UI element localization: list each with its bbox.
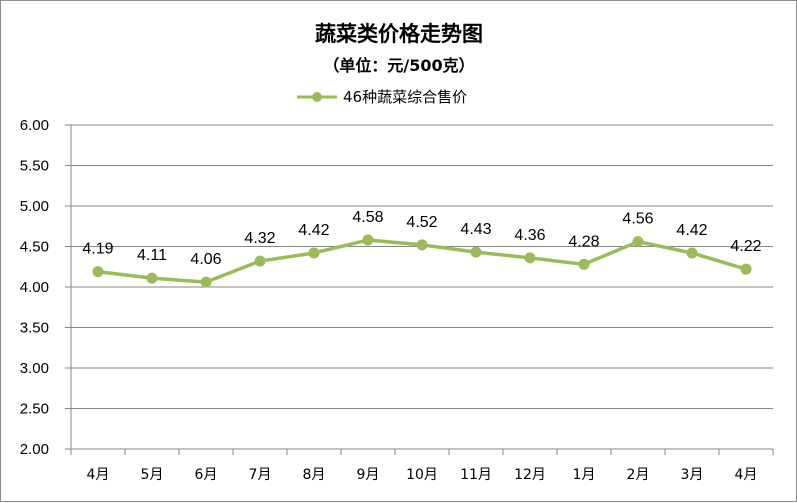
legend: 46种蔬菜综合售价 <box>297 88 467 106</box>
data-point <box>362 234 374 246</box>
chart-subtitle: （单位：元/500克） <box>323 56 474 75</box>
data-label: 4.22 <box>730 238 761 255</box>
data-label: 4.28 <box>568 233 599 250</box>
x-tick-label: 11月 <box>460 467 492 483</box>
x-tick-label: 5月 <box>141 467 164 483</box>
data-label: 4.11 <box>137 247 167 264</box>
x-tick-label: 7月 <box>249 467 272 483</box>
data-label: 4.56 <box>622 211 653 228</box>
data-point <box>200 276 212 288</box>
y-tick-label: 5.00 <box>20 198 49 215</box>
data-point <box>254 255 266 267</box>
y-tick-label: 5.50 <box>20 158 49 175</box>
data-point <box>524 252 536 264</box>
x-tick-label: 4月 <box>735 467 758 483</box>
y-tick-label: 2.00 <box>20 441 49 458</box>
x-axis: 4月 5月 6月 7月 8月 9月 10月 11月 12月 1月 2月 3月 4月 <box>70 448 774 483</box>
x-tick-label: 1月 <box>573 467 596 483</box>
data-label: 4.42 <box>298 222 329 239</box>
x-tick-label: 12月 <box>514 467 546 483</box>
x-tick-label: 9月 <box>357 467 380 483</box>
data-point <box>92 266 104 278</box>
data-point <box>578 258 590 270</box>
x-tick-label: 6月 <box>195 467 218 483</box>
y-tick-label: 4.00 <box>20 279 49 296</box>
data-point <box>416 239 428 251</box>
data-label: 4.19 <box>82 241 113 258</box>
data-point <box>632 236 644 248</box>
x-tick-label: 3月 <box>681 467 704 483</box>
data-point <box>470 246 482 258</box>
y-tick-label: 3.50 <box>20 320 49 337</box>
data-point <box>146 272 158 284</box>
data-point <box>740 263 752 275</box>
data-point <box>308 247 320 259</box>
legend-label: 46种蔬菜综合售价 <box>343 88 467 106</box>
data-label: 4.36 <box>514 227 545 244</box>
y-tick-label: 4.50 <box>20 239 49 256</box>
gridlines <box>71 124 773 409</box>
x-tick-label: 4月 <box>87 467 110 483</box>
y-axis: 2.00 2.50 3.00 3.50 4.00 4.50 5.00 5.50 6.00 <box>20 117 72 458</box>
legend-marker-swatch <box>312 92 322 102</box>
data-point <box>686 247 698 259</box>
x-tick-label: 2月 <box>627 467 650 483</box>
y-tick-label: 6.00 <box>20 117 49 134</box>
x-tick-label: 10月 <box>406 467 438 483</box>
data-label: 4.32 <box>244 230 275 247</box>
chart-title: 蔬菜类价格走势图 <box>315 22 483 46</box>
data-label: 4.52 <box>406 214 437 231</box>
series-46-vegetables: 4.19 4.11 4.06 4.32 4.42 4.58 4.52 4.43 4.36 4.28… <box>82 209 762 288</box>
y-tick-label: 3.00 <box>20 360 49 377</box>
y-tick-label: 2.50 <box>20 401 49 418</box>
data-label: 4.06 <box>190 251 221 268</box>
data-label: 4.42 <box>676 222 707 239</box>
data-label: 4.58 <box>352 209 383 226</box>
x-tick-label: 8月 <box>303 467 326 483</box>
data-label: 4.43 <box>460 221 491 238</box>
